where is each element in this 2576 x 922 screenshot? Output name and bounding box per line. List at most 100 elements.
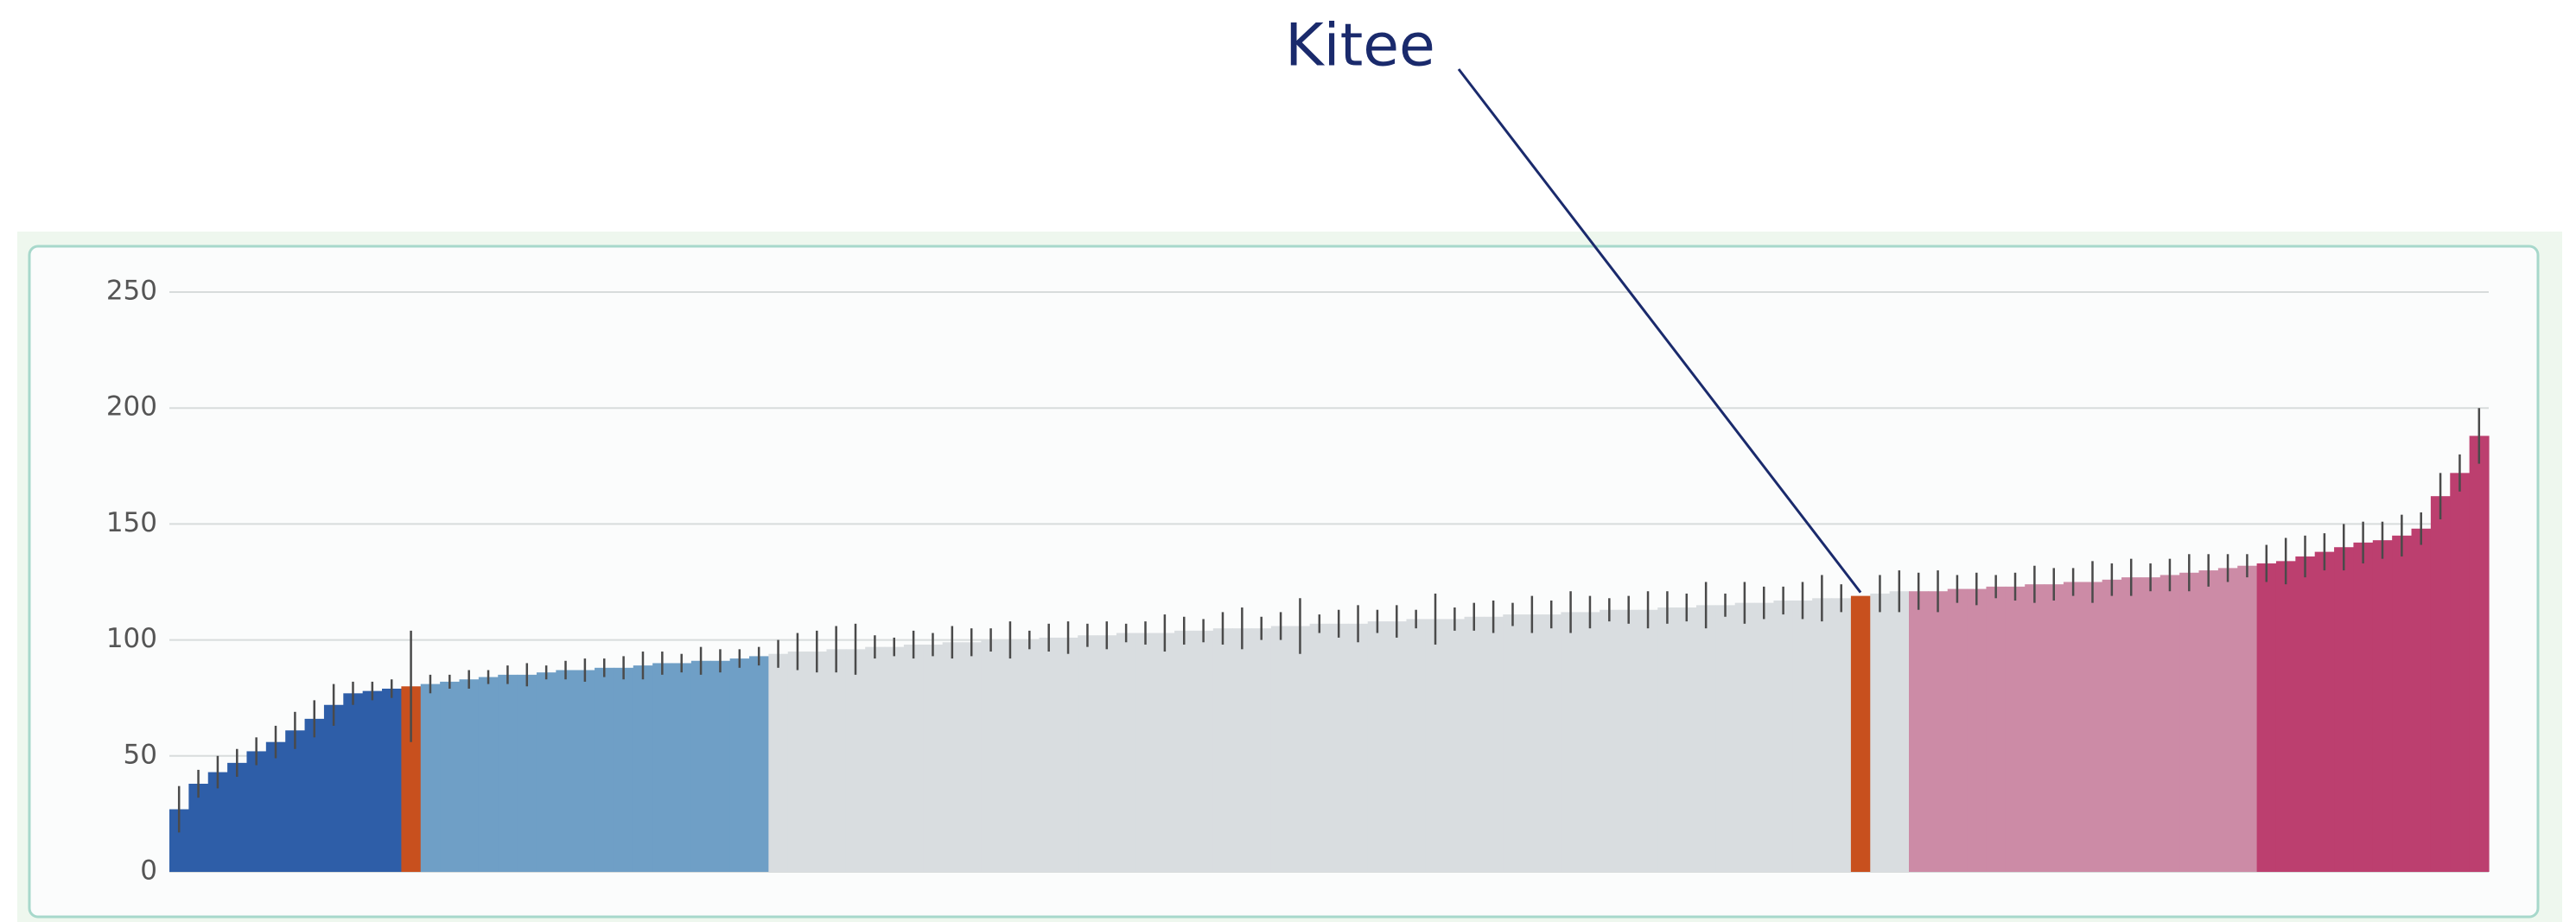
bar — [962, 642, 982, 872]
bar — [2314, 551, 2335, 872]
y-tick-label: 0 — [140, 855, 157, 887]
bar — [1676, 607, 1697, 872]
bar — [1193, 630, 1214, 872]
bar — [2295, 556, 2316, 872]
bar — [1773, 600, 1794, 872]
bar — [2121, 577, 2141, 872]
y-tick-label: 150 — [106, 507, 157, 538]
bar — [884, 646, 905, 872]
bar — [382, 688, 402, 872]
bar — [1850, 595, 1871, 872]
annotation-line — [1457, 68, 1862, 594]
bar — [1754, 602, 1775, 872]
bar — [517, 674, 537, 872]
bar — [1986, 586, 2007, 872]
bar — [1290, 626, 1311, 872]
bar — [556, 670, 576, 872]
bar — [787, 652, 808, 872]
bar — [1503, 614, 1523, 872]
bar — [1561, 612, 1581, 872]
bar — [1792, 600, 1813, 872]
bar — [1425, 619, 1446, 872]
bar — [1580, 612, 1600, 872]
bar — [2217, 568, 2238, 872]
bar — [671, 663, 692, 872]
bar — [2353, 542, 2374, 872]
bar — [1270, 626, 1291, 872]
bar — [304, 718, 325, 872]
bar — [614, 667, 634, 872]
bar — [1889, 591, 1910, 872]
bar — [1116, 633, 1136, 872]
bar — [2334, 547, 2355, 872]
bar — [749, 656, 769, 872]
bar — [2256, 563, 2277, 872]
bar — [2140, 577, 2161, 872]
bar — [652, 663, 673, 872]
bar — [575, 670, 595, 872]
bar — [246, 751, 267, 872]
bar — [1174, 630, 1195, 872]
bar — [1657, 607, 1678, 872]
bar — [1619, 609, 1639, 872]
bar — [1600, 609, 1620, 872]
bar — [1058, 637, 1078, 872]
bar — [536, 672, 557, 872]
bar — [1445, 619, 1466, 872]
bar — [362, 690, 383, 872]
bar — [1078, 635, 1098, 872]
bar — [2469, 436, 2490, 872]
y-tick-label: 50 — [124, 739, 157, 770]
bar — [1928, 591, 1949, 872]
bar — [2159, 575, 2180, 872]
bar — [710, 660, 731, 872]
bar — [1020, 639, 1040, 872]
bar — [2237, 565, 2258, 872]
annotation-label: Kitee — [1285, 12, 1435, 80]
bar — [903, 644, 924, 872]
y-tick-label: 100 — [106, 623, 157, 654]
y-tick-label: 250 — [106, 276, 157, 307]
bar — [1464, 616, 1485, 872]
bar — [1329, 623, 1349, 872]
bar — [1909, 591, 1929, 872]
bar — [265, 741, 286, 872]
bar — [865, 646, 886, 872]
bar — [1522, 614, 1542, 872]
bar — [478, 677, 499, 872]
bar — [1695, 605, 1716, 872]
bar — [845, 649, 866, 872]
bar — [1367, 621, 1388, 872]
bar — [343, 693, 364, 872]
bar — [227, 762, 248, 872]
bar — [1483, 616, 1504, 872]
bar — [1406, 619, 1427, 872]
bar — [1870, 593, 1891, 872]
bar — [768, 653, 789, 872]
bar — [1097, 635, 1117, 872]
bar — [401, 686, 422, 872]
bar — [826, 649, 847, 872]
bar — [690, 660, 711, 872]
bar — [1232, 628, 1253, 872]
bar — [1251, 628, 1272, 872]
bar — [1387, 621, 1408, 872]
bar — [2063, 582, 2083, 872]
bar — [2198, 570, 2219, 872]
bar — [2430, 496, 2451, 872]
bar — [2392, 535, 2413, 872]
bar — [633, 665, 653, 872]
bar — [1831, 598, 1852, 872]
bar — [420, 684, 441, 872]
bar — [1638, 609, 1658, 872]
bar — [459, 679, 480, 872]
bar — [1812, 598, 1833, 872]
bar — [1542, 614, 1562, 872]
bar — [2005, 586, 2026, 872]
bar — [2083, 582, 2103, 872]
bar — [207, 772, 228, 872]
bar — [1947, 588, 1968, 872]
bar — [2411, 528, 2432, 872]
bar — [807, 652, 828, 872]
